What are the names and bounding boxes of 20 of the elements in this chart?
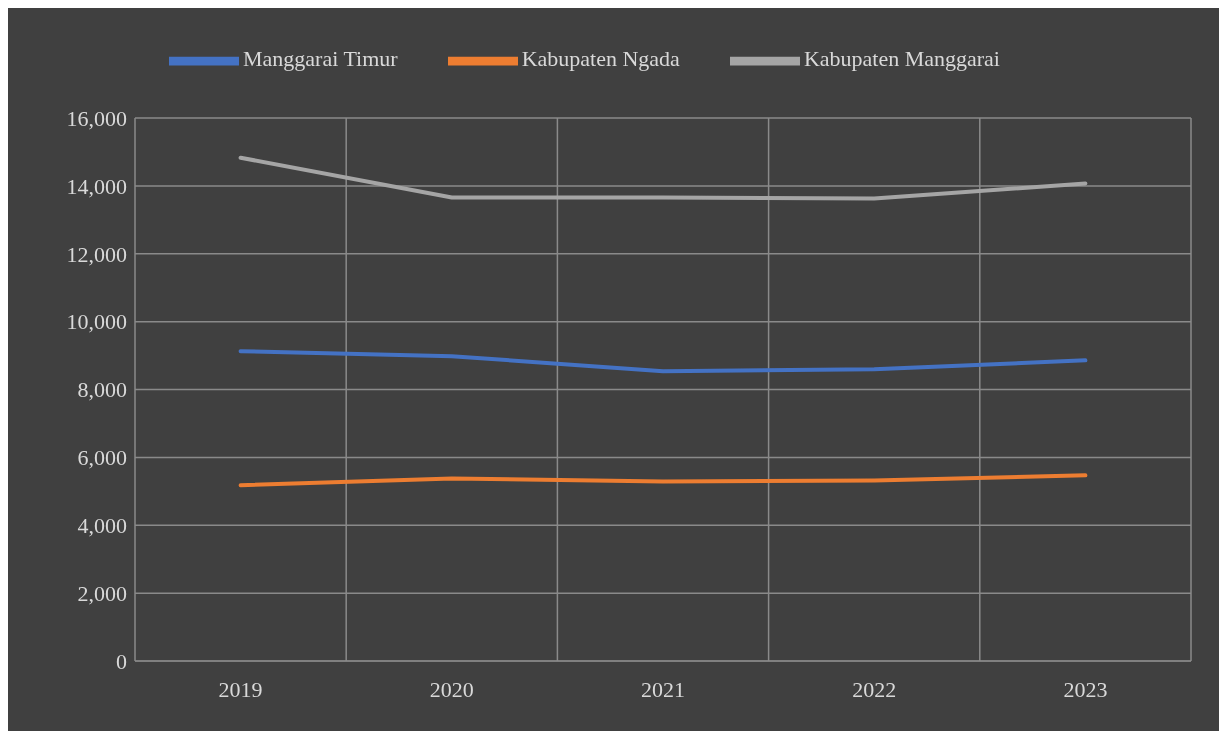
y-tick-label: 12,000 bbox=[66, 241, 127, 267]
y-tick-label: 4,000 bbox=[77, 513, 127, 539]
y-tick-label: 2,000 bbox=[77, 580, 127, 606]
y-tick-label: 16,000 bbox=[66, 105, 127, 131]
y-tick-label: 0 bbox=[116, 648, 127, 674]
x-tick-label: 2020 bbox=[429, 676, 474, 702]
line-series bbox=[238, 349, 1088, 374]
y-tick-label: 6,000 bbox=[77, 445, 127, 471]
x-tick-label: 2019 bbox=[218, 676, 263, 702]
x-tick-label: 2021 bbox=[641, 676, 685, 702]
y-tick-label: 8,000 bbox=[77, 377, 127, 403]
y-tick-label: 14,000 bbox=[66, 173, 127, 199]
x-tick-label: 2023 bbox=[1063, 676, 1108, 702]
y-tick-label: 10,000 bbox=[66, 309, 127, 335]
line-series bbox=[238, 473, 1088, 488]
legend-label: Manggarai Timur bbox=[243, 46, 398, 72]
legend-label: Kabupaten Ngada bbox=[521, 46, 680, 72]
x-tick-label: 2022 bbox=[852, 676, 897, 702]
line-series bbox=[238, 155, 1088, 201]
legend-label: Kabupaten Manggarai bbox=[803, 46, 1000, 72]
